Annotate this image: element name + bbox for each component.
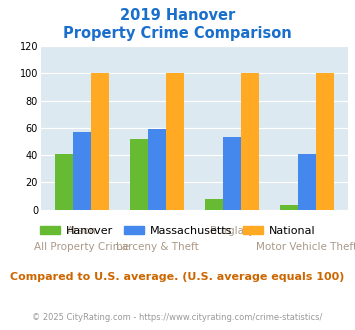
Text: Motor Vehicle Theft: Motor Vehicle Theft bbox=[256, 242, 355, 252]
Bar bbox=[241, 74, 259, 210]
Text: © 2025 CityRating.com - https://www.cityrating.com/crime-statistics/: © 2025 CityRating.com - https://www.city… bbox=[32, 313, 323, 322]
Bar bbox=[298, 154, 316, 210]
Text: Burglary: Burglary bbox=[209, 226, 254, 236]
Bar bbox=[280, 206, 298, 210]
Text: Larceny & Theft: Larceny & Theft bbox=[115, 242, 198, 252]
Bar bbox=[205, 199, 223, 210]
Text: All Property Crime: All Property Crime bbox=[34, 242, 130, 252]
Bar bbox=[223, 137, 241, 210]
Text: Compared to U.S. average. (U.S. average equals 100): Compared to U.S. average. (U.S. average … bbox=[10, 272, 345, 282]
Text: Arson: Arson bbox=[67, 226, 97, 236]
Bar bbox=[55, 154, 73, 210]
Bar bbox=[91, 74, 109, 210]
Bar bbox=[73, 132, 91, 210]
Bar bbox=[148, 129, 166, 210]
Text: 2019 Hanover: 2019 Hanover bbox=[120, 8, 235, 23]
Bar bbox=[166, 74, 184, 210]
Bar bbox=[316, 74, 334, 210]
Bar bbox=[130, 139, 148, 210]
Legend: Hanover, Massachusetts, National: Hanover, Massachusetts, National bbox=[36, 221, 320, 240]
Text: Property Crime Comparison: Property Crime Comparison bbox=[63, 26, 292, 41]
